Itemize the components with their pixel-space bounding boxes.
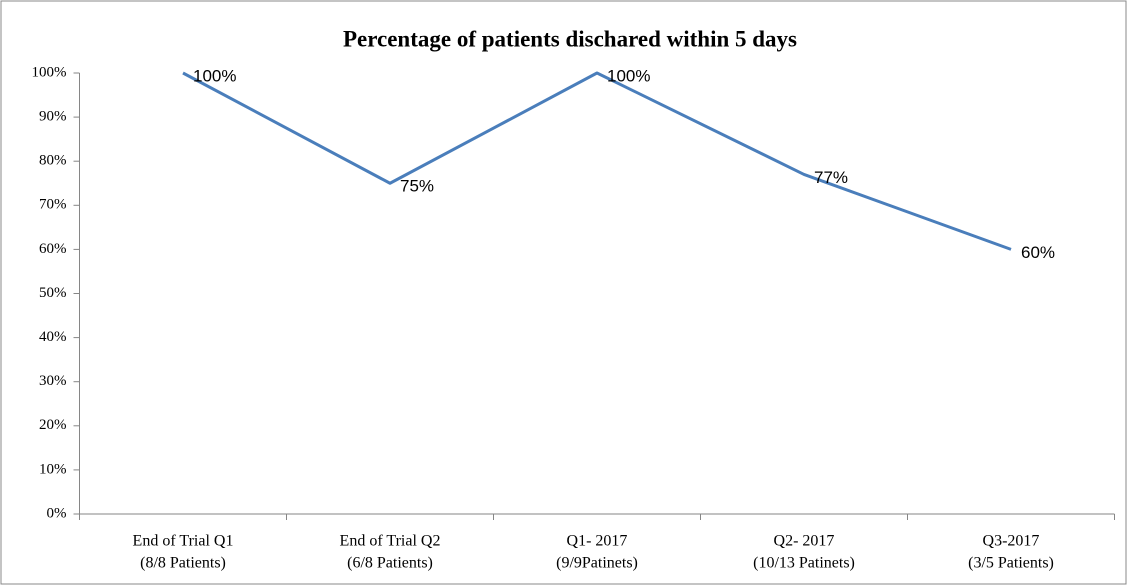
y-tick-label: 10% <box>39 461 67 477</box>
x-tick-label: (9/9Patinets) <box>556 555 638 572</box>
y-tick-label: 50% <box>39 285 67 301</box>
y-tick-label: 20% <box>39 417 67 433</box>
chart-title: Percentage of patients dischared within … <box>343 26 797 51</box>
y-tick-label: 30% <box>39 373 67 389</box>
y-tick-label: 80% <box>39 153 67 169</box>
data-label: 60% <box>1021 243 1055 262</box>
x-tick-label: (6/8 Patients) <box>347 555 433 572</box>
x-tick-label: Q2- 2017 <box>774 533 835 550</box>
y-tick-label: 40% <box>39 329 67 345</box>
x-tick-label: (3/5 Patients) <box>968 555 1054 572</box>
x-tick-label: End of Trial Q1 <box>133 533 234 550</box>
y-tick-label: 70% <box>39 197 67 213</box>
data-label: 75% <box>400 177 434 196</box>
x-tick-label: (8/8 Patients) <box>140 555 226 572</box>
data-line <box>182 71 1012 251</box>
data-label: 100% <box>193 66 236 85</box>
x-tick-label: End of Trial Q2 <box>340 533 441 550</box>
y-tick-label: 90% <box>39 109 67 125</box>
y-tick-label: 0% <box>47 505 67 521</box>
y-tick-label: 100% <box>32 64 67 80</box>
x-tick-label: Q3-2017 <box>983 533 1040 550</box>
y-tick-label: 60% <box>39 241 67 257</box>
x-tick-label: (10/13 Patinets) <box>753 555 855 572</box>
x-tick-label: Q1- 2017 <box>567 533 628 550</box>
data-label: 100% <box>607 66 650 85</box>
data-label: 77% <box>814 168 848 187</box>
